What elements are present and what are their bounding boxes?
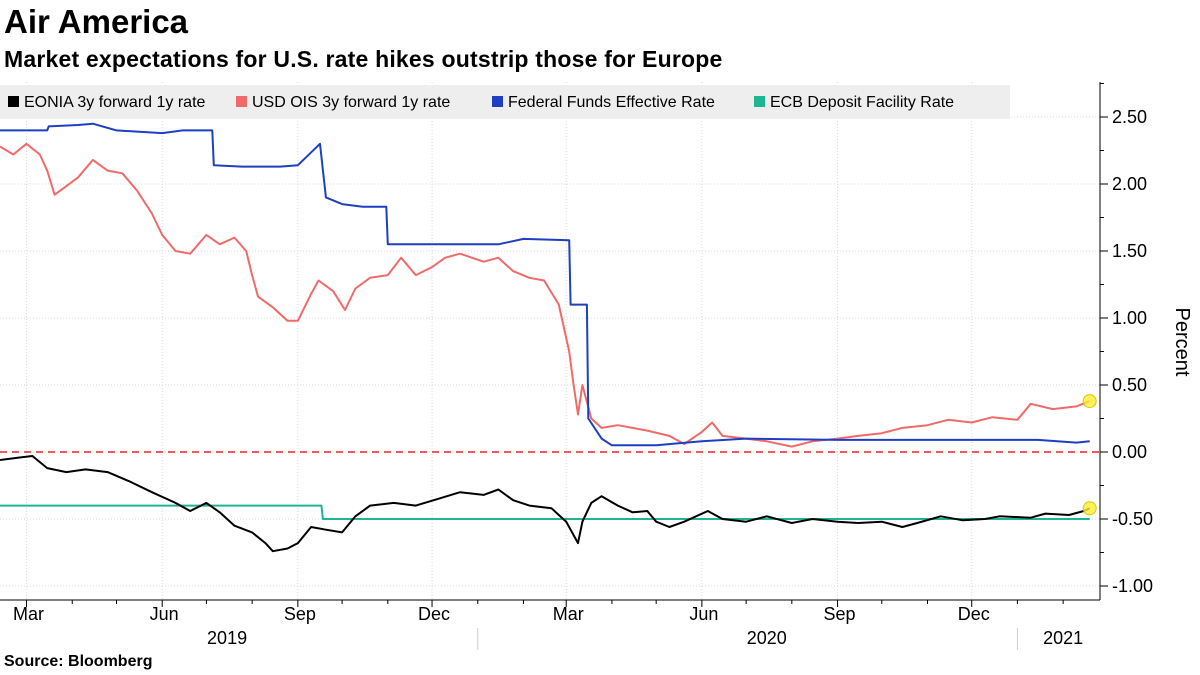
- series-line-1: [0, 455, 1091, 553]
- x-tick-label: Mar: [553, 604, 584, 624]
- legend-label: ECB Deposit Facility Rate: [770, 94, 954, 111]
- y-tick-label: 0.50: [1112, 375, 1147, 395]
- legend: EONIA 3y forward 1y rate USD OIS 3y forwa…: [0, 85, 1010, 119]
- legend-label: Federal Funds Effective Rate: [508, 94, 715, 111]
- legend-background: [0, 85, 1010, 119]
- x-tick-label: Sep: [284, 604, 316, 624]
- y-tick-label: 2.00: [1112, 174, 1147, 194]
- legend-swatch: [236, 96, 247, 107]
- legend-label: USD OIS 3y forward 1y rate: [252, 94, 450, 111]
- legend-swatch: [492, 96, 503, 107]
- chart-title: Air America: [4, 3, 189, 40]
- series-line-2: [0, 142, 1091, 448]
- x-tick-label: Jun: [689, 604, 718, 624]
- x-tick-label: Sep: [824, 604, 856, 624]
- y-tick-label: 2.50: [1112, 107, 1147, 127]
- series-end-marker: [1082, 501, 1097, 516]
- chart-subtitle: Market expectations for U.S. rate hikes …: [4, 46, 723, 72]
- x-tick-label: Dec: [958, 604, 990, 624]
- x-year-label: 2019: [207, 628, 247, 648]
- x-tick-label: Jun: [150, 604, 179, 624]
- series-end-marker: [1082, 394, 1097, 409]
- legend-swatch: [754, 96, 765, 107]
- axes: 2.50 2.00 1.50 1.00 0.50 0.00 -0.50 -1.00 Mar Jun…: [0, 82, 1153, 650]
- y-axis-title: Percent: [1171, 308, 1193, 377]
- y-tick-label: -0.50: [1112, 509, 1153, 529]
- gridlines: [0, 82, 1100, 600]
- legend-label: EONIA 3y forward 1y rate: [24, 94, 206, 111]
- x-year-label: 2020: [747, 628, 787, 648]
- series-line-4: [0, 504, 1090, 520]
- legend-swatch: [8, 96, 19, 107]
- y-tick-label: 1.00: [1112, 308, 1147, 328]
- y-tick-label: 1.50: [1112, 241, 1147, 261]
- x-tick-label: Mar: [13, 604, 44, 624]
- source-note: Source: Bloomberg: [4, 653, 153, 670]
- y-tick-label: 0.00: [1112, 442, 1147, 462]
- series-layer: [0, 122, 1100, 553]
- series-line-3: [0, 122, 1090, 447]
- y-tick-label: -1.00: [1112, 576, 1153, 596]
- x-year-label: 2021: [1043, 628, 1083, 648]
- x-tick-label: Dec: [418, 604, 450, 624]
